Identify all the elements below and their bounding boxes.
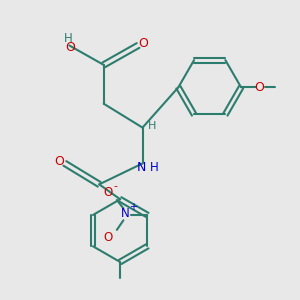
Text: O: O bbox=[66, 41, 76, 54]
Text: N: N bbox=[136, 160, 146, 173]
Text: -: - bbox=[113, 181, 117, 191]
Text: H: H bbox=[148, 121, 156, 131]
Text: O: O bbox=[103, 186, 112, 200]
Text: H: H bbox=[149, 160, 158, 173]
Text: N: N bbox=[121, 207, 129, 220]
Text: O: O bbox=[254, 81, 264, 94]
Text: H: H bbox=[64, 32, 72, 45]
Text: O: O bbox=[139, 38, 148, 50]
Text: O: O bbox=[54, 155, 64, 168]
Text: +: + bbox=[129, 202, 137, 212]
Text: O: O bbox=[103, 230, 112, 244]
